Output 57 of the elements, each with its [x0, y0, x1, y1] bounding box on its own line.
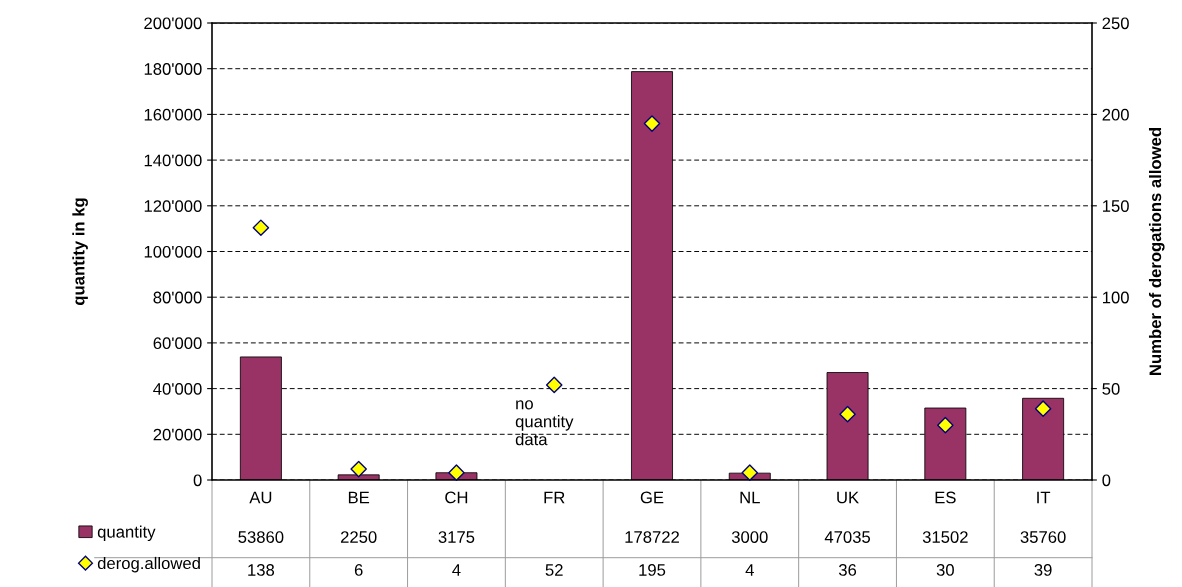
y-tick-label: 20'000	[153, 428, 202, 441]
y2-axis-title: Number of derogations allowed	[1148, 128, 1165, 375]
data-label: 53860	[238, 531, 284, 543]
annotation: no quantity data	[515, 400, 574, 446]
y-tick-label: 80'000	[153, 291, 202, 304]
point	[1034, 400, 1052, 418]
data-label: 6	[354, 564, 363, 576]
data-label: 195	[639, 564, 666, 576]
data-label: 138	[248, 564, 275, 576]
data-label: 35760	[1020, 531, 1066, 543]
data-label: 4	[452, 564, 461, 576]
data-label: 2250	[340, 531, 377, 543]
y2-tick-label: 250	[1102, 17, 1129, 30]
point	[741, 464, 759, 481]
x-tick-label: GE	[640, 491, 664, 504]
data-label: 4	[745, 564, 754, 576]
y-tick-label: 140'000	[144, 154, 202, 167]
data-label: 36	[838, 564, 857, 576]
y-tick-label: 60'000	[153, 337, 202, 350]
x-tick-label: FR	[544, 491, 565, 504]
legend-label: derog.allowed	[97, 556, 200, 573]
data-label: 3175	[438, 531, 475, 543]
x-tick-label: ES	[935, 491, 956, 504]
y-tick-label: 100'000	[144, 245, 202, 258]
data-label: 47035	[824, 531, 871, 543]
x-tick-label: CH	[445, 491, 468, 504]
y-tick-label: 180'000	[144, 63, 202, 75]
y-tick-label: 200'000	[144, 17, 202, 30]
data-label: 52	[545, 564, 563, 576]
y2-tick-label: 100	[1102, 291, 1129, 304]
point	[937, 416, 954, 434]
y-tick-label: 160'000	[144, 108, 202, 121]
y2-tick-label: 0	[1102, 474, 1111, 487]
x-tick-label: NL	[740, 491, 760, 504]
data-label: 39	[1034, 564, 1052, 576]
y-tick-label: 40'000	[153, 383, 202, 395]
point	[643, 115, 661, 132]
x-tick-label: AU	[249, 491, 272, 504]
legend-label: quantity	[97, 525, 156, 542]
point	[252, 219, 270, 237]
y-tick-label: 0	[193, 474, 202, 487]
data-label: 178722	[625, 531, 679, 543]
x-tick-label: UK	[837, 491, 859, 504]
data-label: 30	[936, 564, 954, 576]
point	[350, 460, 367, 478]
data-label: 31502	[922, 531, 968, 543]
y2-tick-label: 200	[1102, 108, 1129, 121]
y2-tick-label: 50	[1102, 383, 1120, 395]
point	[545, 376, 563, 394]
y2-tick-label: 150	[1102, 200, 1129, 212]
y-tick-label: 120'000	[144, 200, 202, 212]
data-label: 3000	[731, 531, 768, 543]
x-tick-label: BE	[348, 491, 370, 504]
x-tick-label: IT	[1037, 491, 1051, 504]
point	[448, 464, 465, 481]
point	[839, 405, 856, 423]
y-axis-title: quantity in kg	[72, 198, 88, 305]
